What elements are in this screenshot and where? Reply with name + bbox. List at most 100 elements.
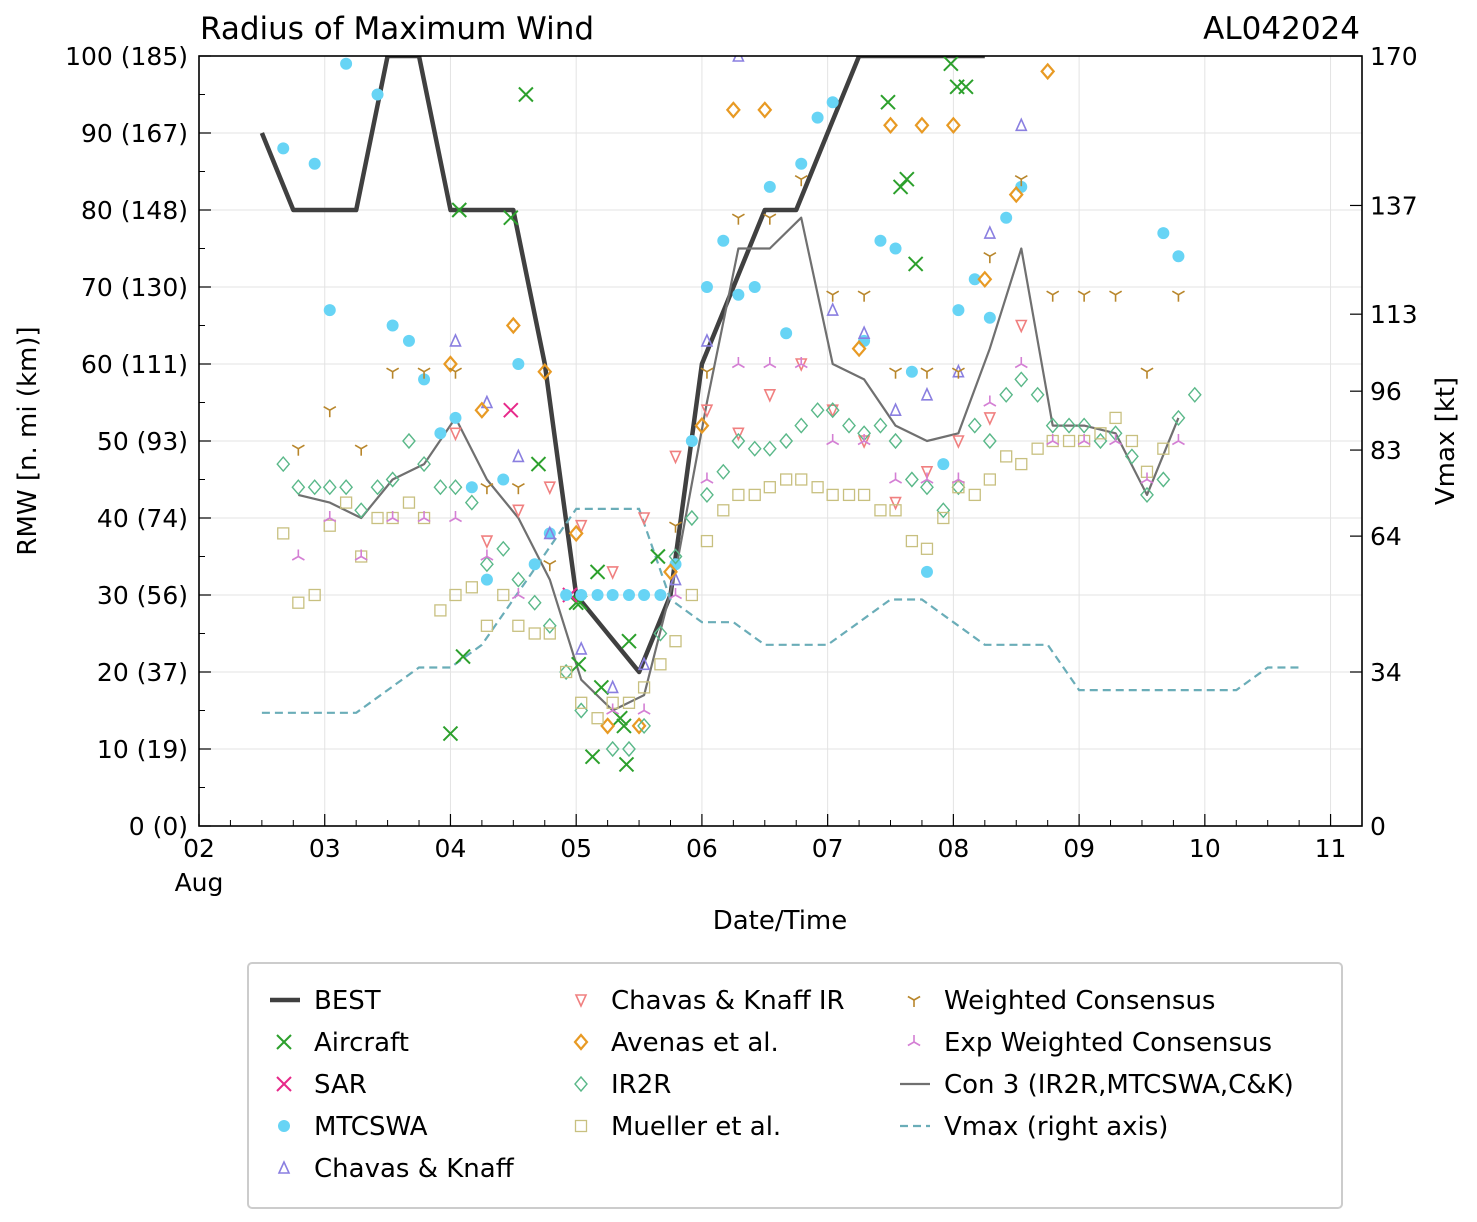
point-ir2r xyxy=(888,432,903,450)
legend-swatch xyxy=(276,1076,292,1092)
marker-shape xyxy=(669,635,682,648)
marker-stroke xyxy=(889,367,896,373)
marker-shape xyxy=(684,509,699,527)
marker-shape xyxy=(883,116,898,134)
point-aircraft xyxy=(958,79,974,95)
marker-stroke xyxy=(323,517,331,523)
marker-stroke xyxy=(1178,290,1185,296)
marker-stroke xyxy=(1115,440,1123,446)
y-tick-label: 80 (148) xyxy=(81,196,188,225)
marker-shape xyxy=(700,534,714,548)
marker-stroke xyxy=(913,995,921,1001)
marker-shape xyxy=(889,402,902,417)
marker-stroke xyxy=(455,367,462,373)
point-avenas-et-al xyxy=(631,717,647,735)
legend-item-vmax-right-axis: Vmax (right axis) xyxy=(900,1112,1168,1142)
x-tick-label: 05 xyxy=(560,834,592,863)
marker-stroke xyxy=(650,548,666,565)
legend-item-chavas-knaff-ir: Chavas & Knaff IR xyxy=(574,986,845,1016)
point-exp-weighted-consensus xyxy=(323,511,337,523)
marker-stroke xyxy=(1046,290,1054,296)
point-mtcswa xyxy=(277,142,290,155)
point-ir2r xyxy=(653,625,668,642)
point-mueller-et-al xyxy=(717,504,730,517)
point-mueller-et-al xyxy=(480,619,494,632)
point-ir2r xyxy=(982,432,997,450)
marker-stroke xyxy=(706,367,714,373)
marker-stroke xyxy=(549,560,557,565)
point-avenas-et-al xyxy=(568,524,584,543)
marker-stroke xyxy=(943,56,959,72)
marker-dot xyxy=(937,458,950,471)
point-ir2r xyxy=(307,479,322,496)
marker-dot xyxy=(780,327,793,340)
marker-stroke xyxy=(503,209,519,226)
marker-stroke xyxy=(763,363,771,369)
marker-shape xyxy=(339,496,353,509)
point-mueller-et-al xyxy=(732,488,745,502)
marker-shape xyxy=(825,402,840,419)
marker-shape xyxy=(622,740,636,758)
legend-swatch xyxy=(276,1034,292,1050)
point-weighted-consensus xyxy=(857,290,871,302)
marker-dot xyxy=(418,373,431,386)
marker-shape xyxy=(748,488,761,502)
marker-stroke xyxy=(1146,478,1154,484)
point-weighted-consensus xyxy=(511,483,525,495)
point-ir2r xyxy=(1171,409,1186,426)
marker-stroke xyxy=(530,456,547,472)
y-tick-label: 60 (111) xyxy=(81,350,188,379)
marker-dot xyxy=(763,180,776,193)
marker-stroke xyxy=(354,444,362,450)
marker-shape xyxy=(292,596,305,609)
point-ir2r xyxy=(684,509,699,527)
point-chavas-knaff xyxy=(449,332,462,347)
point-weighted-consensus xyxy=(543,560,557,572)
point-chavas-knaff-ir xyxy=(763,388,777,403)
marker-shape xyxy=(574,702,589,719)
marker-dot xyxy=(1172,250,1185,263)
point-mueller-et-al xyxy=(371,511,384,525)
point-ir2r xyxy=(527,594,542,611)
point-ir2r xyxy=(873,417,888,434)
point-chavas-knaff xyxy=(512,448,525,463)
marker-shape xyxy=(1031,442,1044,455)
point-mueller-et-al xyxy=(842,488,856,502)
marker-shape xyxy=(449,427,462,442)
marker-shape xyxy=(904,471,919,488)
point-mueller-et-al xyxy=(434,604,447,617)
point-aircraft xyxy=(907,256,924,272)
marker-dot xyxy=(606,589,619,601)
marker-shape xyxy=(1045,417,1060,434)
marker-shape xyxy=(307,479,322,496)
marker-stroke xyxy=(643,709,651,715)
x-tick-label: 03 xyxy=(309,834,341,863)
marker-shape xyxy=(637,512,651,526)
legend-item-sar: SAR xyxy=(276,1070,367,1100)
marker-stroke xyxy=(323,406,331,411)
point-weighted-consensus xyxy=(1140,367,1154,379)
point-ir2r xyxy=(448,479,463,496)
marker-stroke xyxy=(291,444,299,450)
marker-dot xyxy=(575,589,588,601)
marker-shape xyxy=(757,101,773,119)
marker-stroke xyxy=(832,440,840,446)
x-axis-label: Date/Time xyxy=(713,906,848,936)
point-ir2r xyxy=(1030,386,1045,403)
marker-stroke xyxy=(1109,290,1116,296)
marker-stroke xyxy=(449,517,456,523)
marker-shape xyxy=(511,571,526,588)
marker-stroke xyxy=(863,290,871,296)
point-weighted-consensus xyxy=(323,406,337,418)
marker-stroke xyxy=(1046,440,1054,446)
point-exp-weighted-consensus xyxy=(480,549,494,561)
marker-stroke xyxy=(1140,478,1148,484)
marker-shape xyxy=(999,386,1014,403)
point-chavas-knaff xyxy=(700,332,714,347)
marker-shape xyxy=(606,566,619,580)
point-mtcswa xyxy=(780,327,793,340)
point-ir2r xyxy=(291,479,306,496)
y-tick-label: 30 (56) xyxy=(97,581,188,610)
marker-stroke xyxy=(297,444,305,450)
